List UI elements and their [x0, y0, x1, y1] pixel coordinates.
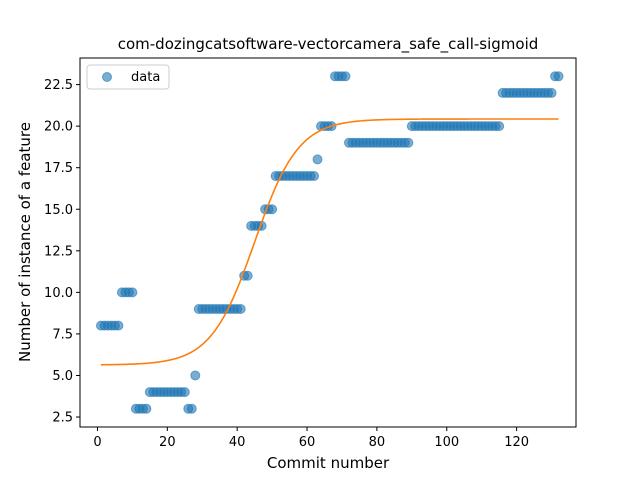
data-point: [127, 287, 138, 298]
x-tick-label: 0: [93, 435, 101, 450]
y-tick-label: 2.5: [52, 411, 73, 426]
data-point: [340, 71, 351, 82]
x-tick-label: 20: [159, 435, 176, 450]
data-point: [179, 387, 190, 398]
data-point: [267, 204, 278, 215]
y-axis: 2.5 5.0 7.5 10.0 12.5 15.0 17.5 20.0 22.5: [44, 78, 80, 426]
y-tick-label: 5.0: [52, 369, 73, 384]
x-tick-label: 100: [434, 435, 459, 450]
data-point: [242, 270, 253, 281]
data-point: [186, 403, 197, 414]
chart-title: com-dozingcatsoftware-vectorcamera_safe_…: [118, 35, 539, 54]
data-point: [235, 303, 246, 314]
data-point: [113, 320, 124, 331]
x-tick-label: 40: [229, 435, 246, 450]
y-tick-label: 22.5: [44, 78, 73, 93]
data-point: [309, 171, 320, 182]
data-point: [190, 370, 201, 381]
legend: data: [86, 64, 170, 90]
y-tick-label: 15.0: [44, 203, 73, 218]
x-axis: 0 20 40 60 80 100 120: [93, 427, 529, 450]
data-point: [546, 87, 557, 98]
legend-marker-data: [102, 72, 112, 82]
x-tick-label: 80: [369, 435, 386, 450]
legend-label-data: data: [131, 70, 160, 85]
data-point: [403, 137, 414, 148]
y-tick-label: 10.0: [44, 286, 73, 301]
legend-box: [86, 64, 170, 90]
data-point: [553, 71, 564, 82]
y-tick-label: 7.5: [52, 327, 73, 342]
plot-area: [95, 71, 564, 414]
x-tick-label: 120: [504, 435, 529, 450]
y-axis-label: Number of instance of a feature: [16, 122, 34, 362]
plot-frame: [79, 57, 577, 428]
data-point: [494, 121, 505, 132]
x-axis-label: Commit number: [267, 454, 390, 472]
sigmoid-fit-line: [100, 118, 559, 366]
y-tick-label: 20.0: [44, 120, 73, 135]
data-point: [312, 154, 323, 165]
data-point: [141, 403, 152, 414]
y-tick-label: 17.5: [44, 161, 73, 176]
x-tick-label: 60: [299, 435, 316, 450]
y-tick-label: 12.5: [44, 244, 73, 259]
